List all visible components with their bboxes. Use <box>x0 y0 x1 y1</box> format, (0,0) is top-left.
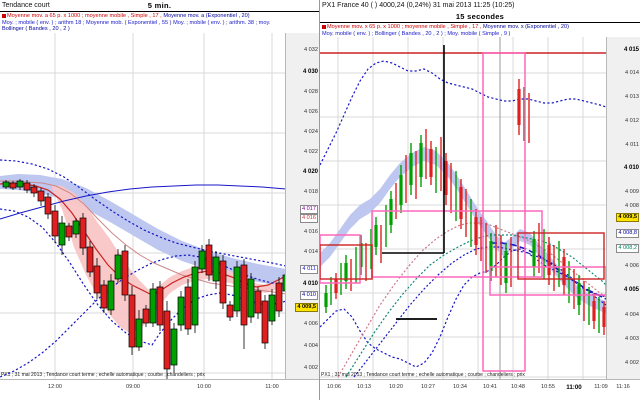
x-tick: 09:00 <box>126 383 140 390</box>
right-ma-teal-dotted <box>345 234 606 378</box>
chart-panel-right[interactable]: PX1 France 40 ( ) 4000,24 (0,24%) 31 mai… <box>320 0 640 400</box>
legend-swatch-ma-red <box>2 13 6 18</box>
legend-ma-exponential: Moyenne mov. a (Exponentiel , 20) <box>163 13 250 19</box>
legend-ma-simple-right: Moyenne mov. x 65 p. x 1000 ; moyenne mo… <box>327 24 482 30</box>
legend-bollinger-right: Moy. mobile ( env. ) ; Bollinger ( Bande… <box>322 30 511 37</box>
legend-ma-simple: Moyenne mov. a 65 p. x 1000 ; moyenne mo… <box>7 13 162 19</box>
x-tick: 11:09 <box>594 384 608 391</box>
left-x-axis: PX1 ; 31 mai 2013 ; Tendance court terme… <box>0 372 319 393</box>
right-indicator-legend[interactable]: Moyenne mov. x 65 p. x 1000 ; moyenne mo… <box>320 23 640 37</box>
x-tick: 10:06 <box>327 384 341 391</box>
legend-envelope: Moy. ; mobile ( env. ) ; arithm 18 ; Moy… <box>2 19 271 26</box>
drawing-rect-pink-2[interactable] <box>482 52 526 372</box>
right-panel-subheader: 15 secondes <box>320 11 640 22</box>
x-tick: 11:00 <box>265 383 279 390</box>
x-tick-major: 11:00 <box>566 384 582 392</box>
right-chart-svg[interactable] <box>320 37 640 394</box>
right-panel-header: PX1 France 40 ( ) 4000,24 (0,24%) 31 mai… <box>320 0 640 11</box>
left-header-divider <box>0 11 319 12</box>
left-candlestick-series[interactable] <box>2 178 289 381</box>
left-chart-plot-area[interactable]: 4 032 4 030 4 028 4 026 4 024 4 022 4 02… <box>0 32 320 393</box>
right-status-text: PX1 ; 31 mai 2013 ; Tendance court terme… <box>321 372 525 379</box>
legend-bollinger: Bollinger ( Bandes , 20 , 2 ) <box>2 26 70 33</box>
left-indicator-legend[interactable]: Moyenne mov. a 65 p. x 1000 ; moyenne mo… <box>0 12 319 33</box>
x-tick: 10:13 <box>357 384 371 391</box>
chart-panel-left[interactable]: Tendance court 5 min. Moyenne mov. a 65 … <box>0 0 320 400</box>
left-bollinger-upper <box>0 159 286 267</box>
drawing-rect-pink-4[interactable] <box>489 266 606 296</box>
left-panel-title: Tendance court <box>2 2 50 9</box>
left-panel-interval: 5 min. <box>147 1 172 10</box>
x-tick: 10:34 <box>453 384 467 391</box>
right-ma-rose-dotted <box>337 222 606 378</box>
x-tick: 10:27 <box>421 384 435 391</box>
right-header-divider <box>320 22 640 23</box>
x-tick: 10:41 <box>483 384 497 391</box>
x-tick: 11:16 <box>616 384 630 391</box>
right-panel-interval: 15 secondes <box>455 12 505 21</box>
x-tick: 10:00 <box>197 383 211 390</box>
drawing-rect-pink-1[interactable] <box>371 210 543 278</box>
left-status-text: PX1 ; 31 mai 2013 ; Tendance court terme… <box>1 371 205 378</box>
x-tick: 10:48 <box>511 384 525 391</box>
drawing-rect-pink-3[interactable] <box>320 234 361 284</box>
drawing-rect-red-2[interactable] <box>320 244 373 280</box>
drawing-rect-red-1[interactable] <box>517 232 605 280</box>
legend-ma-exponential-right: Moyenne mov. x (Exponentiel , 20) <box>483 24 570 30</box>
left-chart-svg[interactable] <box>0 32 320 393</box>
right-ma-blue-dotted <box>353 246 606 378</box>
right-chart-plot-area[interactable]: 4 015 4 014 4 013 4 012 4 011 4 010 4 00… <box>320 37 640 394</box>
right-x-axis: PX1 ; 31 mai 2013 ; Tendance court terme… <box>320 372 640 394</box>
x-tick: 12:00 <box>48 383 62 390</box>
right-panel-title: PX1 France 40 ( ) 4000,24 (0,24%) 31 mai… <box>322 2 515 9</box>
x-tick: 10:55 <box>541 384 555 391</box>
x-tick: 10:20 <box>389 384 403 391</box>
left-panel-header: Tendance court 5 min. <box>0 0 319 11</box>
right-bollinger-upper <box>320 60 606 166</box>
legend-swatch-ma-red-right <box>322 24 326 29</box>
